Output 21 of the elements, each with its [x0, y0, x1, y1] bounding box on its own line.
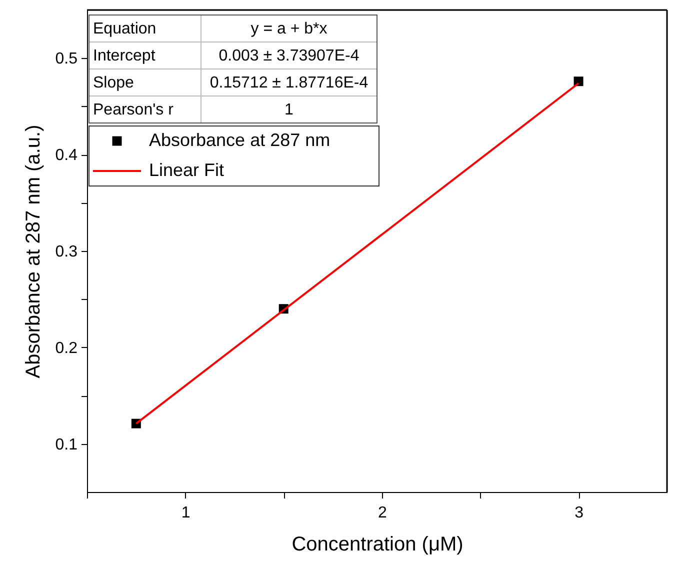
- legend-label: Absorbance at 287 nm: [149, 130, 330, 150]
- point: [574, 76, 584, 86]
- x-tick-label: 1: [181, 504, 190, 522]
- x-axis-title: Concentration (μM): [292, 534, 464, 556]
- annotation: Pearson's r: [93, 102, 174, 118]
- y-axis-title: Absorbance at 287 nm (a.u.): [22, 124, 44, 378]
- legend-label: Linear Fit: [149, 160, 224, 180]
- x-tick-label: 3: [574, 504, 584, 522]
- annotation: Equation: [93, 20, 156, 38]
- annotation: Intercept: [93, 48, 156, 64]
- annotation: 1: [284, 102, 294, 118]
- annotation: Slope: [93, 74, 134, 92]
- y-tick-label: 0.3: [55, 244, 78, 260]
- x-tick-label: 2: [378, 504, 387, 522]
- annotation: 0.15712 ± 1.87716E-4: [210, 74, 368, 92]
- y-tick-label: 0.1: [55, 436, 78, 454]
- annotation: 0.003 ± 3.73907E-4: [218, 48, 360, 64]
- annotation: y = a + b*x: [250, 20, 328, 38]
- y-tick-label: 0.5: [55, 50, 78, 68]
- y-tick-label: 0.2: [55, 340, 78, 357]
- y-tick-label: 0.4: [55, 147, 78, 164]
